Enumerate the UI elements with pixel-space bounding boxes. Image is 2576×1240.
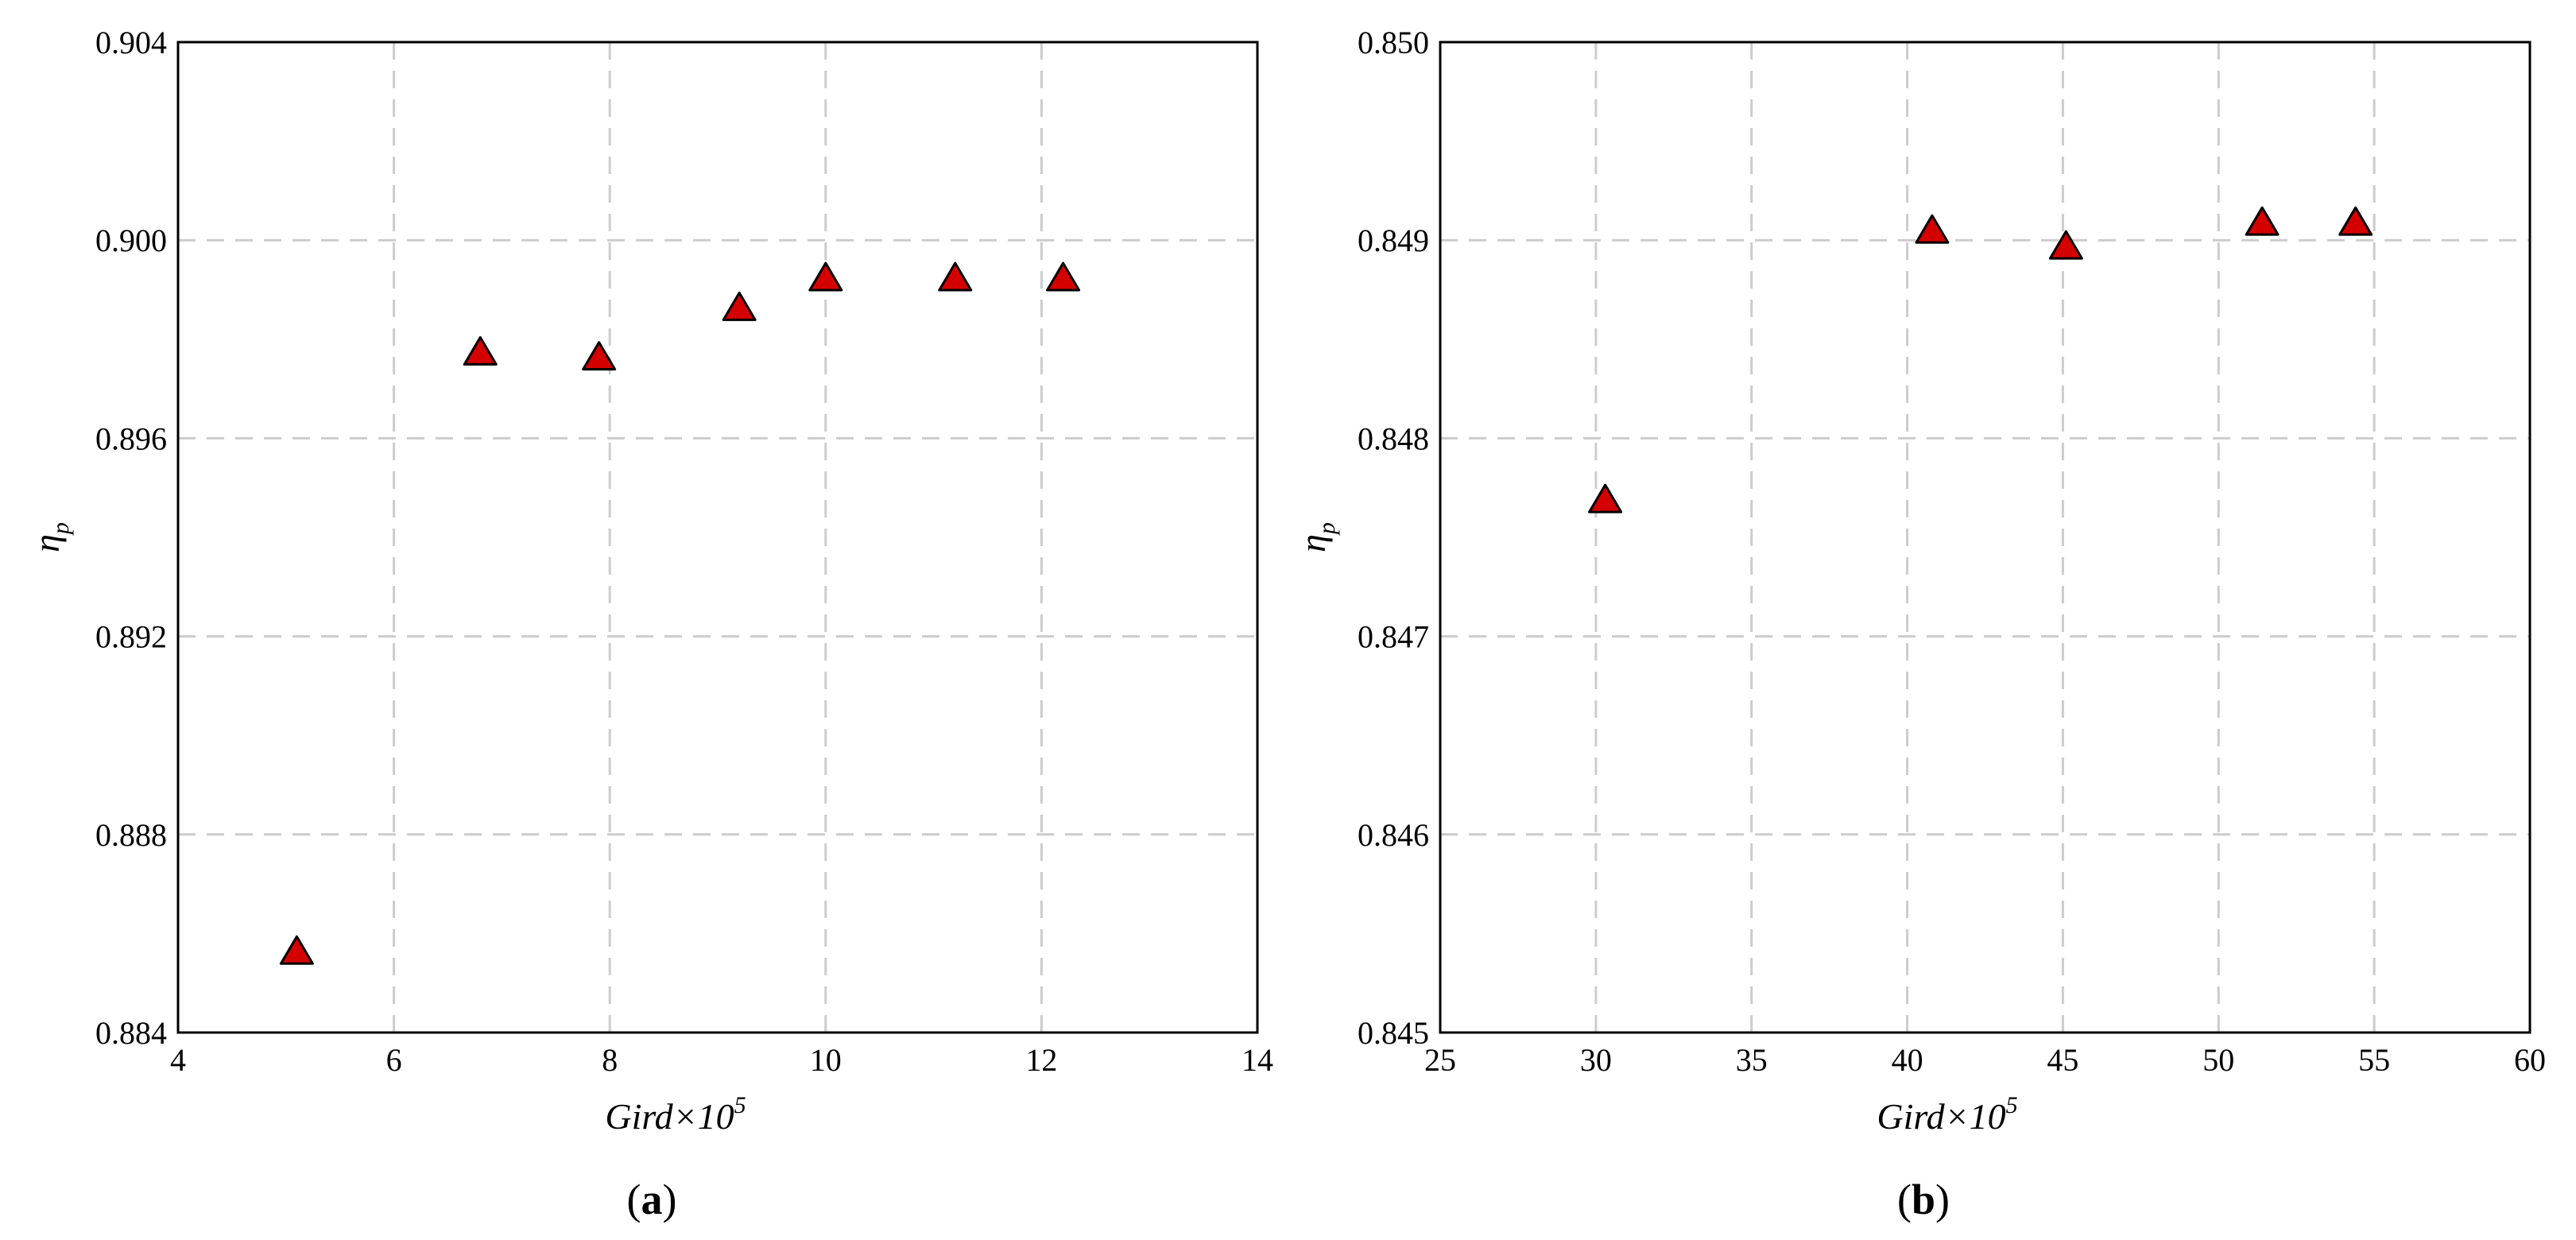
y-tick-label: 0.900 bbox=[95, 223, 167, 258]
y-tick-label: 0.849 bbox=[1358, 223, 1429, 258]
data-point-triangle bbox=[463, 335, 498, 366]
x-tick-label: 35 bbox=[1736, 1042, 1768, 1078]
data-points-a bbox=[279, 262, 1081, 965]
plot-frame-b bbox=[1439, 41, 2531, 1034]
panel-label-letter-b: b bbox=[1912, 1176, 1935, 1223]
y-axis-label-text-a: η bbox=[26, 534, 67, 552]
x-tick-label: 25 bbox=[1424, 1042, 1456, 1078]
x-tick-label: 8 bbox=[602, 1042, 618, 1078]
y-tick-label: 0.888 bbox=[95, 817, 167, 853]
data-point-triangle bbox=[808, 262, 843, 292]
x-tick-label: 40 bbox=[1892, 1042, 1923, 1078]
x-tick-label: 45 bbox=[2047, 1042, 2078, 1078]
x-tick-label: 10 bbox=[810, 1042, 842, 1078]
y-axis-label-sub-b: p bbox=[1314, 522, 1340, 536]
x-tick-label: 12 bbox=[1025, 1042, 1057, 1078]
y-tick-label: 0.847 bbox=[1358, 619, 1429, 655]
data-point-triangle bbox=[582, 341, 617, 371]
grid-a bbox=[178, 42, 1257, 1033]
x-axis-label-b: Gird×105 bbox=[1877, 1092, 2017, 1137]
y-tick-label: 0.845 bbox=[1358, 1015, 1429, 1051]
y-tick-label: 0.904 bbox=[95, 25, 167, 60]
x-axis-label-text-a: Gird×10 bbox=[605, 1096, 734, 1137]
x-tick-label: 60 bbox=[2514, 1042, 2546, 1078]
y-tick-label: 0.892 bbox=[95, 619, 167, 655]
y-axis-label-sub-a: p bbox=[48, 522, 74, 536]
y-axis-label-text-b: η bbox=[1292, 534, 1333, 552]
x-tick-labels-a: 4 6 8 10 12 14 bbox=[170, 1042, 1273, 1078]
data-point-triangle bbox=[1915, 214, 1950, 244]
x-tick-label: 50 bbox=[2202, 1042, 2234, 1078]
y-tick-labels-a: 0.884 0.888 0.892 0.896 0.900 0.904 bbox=[95, 25, 167, 1051]
y-tick-label: 0.846 bbox=[1358, 817, 1429, 853]
grid-b bbox=[1440, 42, 2530, 1033]
x-tick-label: 14 bbox=[1242, 1042, 1273, 1078]
panel-label-a: (a) bbox=[627, 1176, 677, 1223]
data-point-triangle bbox=[2338, 206, 2373, 236]
x-axis-label-sup-b: 5 bbox=[2006, 1092, 2018, 1118]
panel-b: 25 30 35 40 45 50 55 60 0.8450.8460.8470.8480.8… bbox=[1292, 25, 2546, 1223]
x-tick-label: 6 bbox=[386, 1042, 402, 1078]
x-axis-label-text-b: Gird×10 bbox=[1877, 1096, 2005, 1137]
x-axis-label-a: Gird×105 bbox=[605, 1092, 746, 1137]
x-tick-label: 55 bbox=[2358, 1042, 2390, 1078]
y-tick-label: 0.848 bbox=[1358, 420, 1429, 456]
x-tick-labels-b: 25 30 35 40 45 50 55 60 bbox=[1424, 1042, 2546, 1078]
panel-a: 4 6 8 10 12 14 0.884 0.888 0.892 0.896 0.900 0.904… bbox=[26, 25, 1273, 1223]
y-axis-label-a: ηp bbox=[26, 522, 74, 552]
y-tick-labels-b: 0.845 0.846 0.847 0.848 0.849 0.850 bbox=[1358, 25, 1429, 1051]
y-tick-label: 0.896 bbox=[95, 420, 167, 456]
panel-label-letter-a: a bbox=[641, 1176, 663, 1223]
data-point-triangle bbox=[279, 935, 314, 965]
y-axis-label-b: ηp bbox=[1292, 522, 1340, 552]
data-point-triangle bbox=[2245, 206, 2280, 236]
y-tick-label: 0.884 bbox=[95, 1015, 167, 1051]
plot-frame-a bbox=[176, 41, 1259, 1034]
data-point-triangle bbox=[938, 262, 973, 292]
data-point-triangle bbox=[1046, 262, 1081, 292]
data-point-triangle bbox=[722, 291, 757, 321]
panel-label-b: (b) bbox=[1897, 1176, 1950, 1223]
data-point-triangle bbox=[2048, 230, 2083, 260]
x-axis-label-sup-a: 5 bbox=[734, 1092, 746, 1118]
data-point-triangle bbox=[1588, 483, 1623, 513]
x-tick-label: 4 bbox=[170, 1042, 186, 1078]
y-tick-label: 0.850 bbox=[1358, 25, 1429, 60]
x-tick-label: 30 bbox=[1580, 1042, 1612, 1078]
data-points-b bbox=[1588, 206, 2373, 513]
